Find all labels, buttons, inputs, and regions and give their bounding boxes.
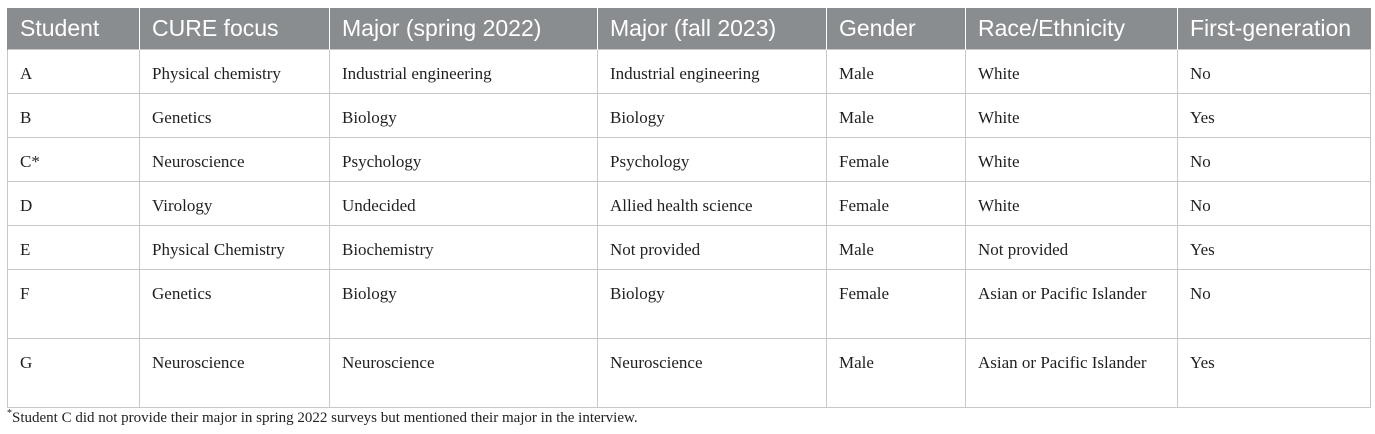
cell-first-generation: No: [1177, 137, 1371, 182]
cell-major-fall-2023: Neuroscience: [597, 338, 827, 408]
table-row: C* Neuroscience Psychology Psychology Fe…: [7, 137, 1371, 182]
cell-major-spring-2022: Biochemistry: [329, 225, 598, 270]
cell-race-ethnicity: White: [965, 137, 1178, 182]
cell-first-generation: No: [1177, 269, 1371, 339]
table-header-row: Student CURE focus Major (spring 2022) M…: [7, 8, 1371, 50]
header-major-fall-2023: Major (fall 2023): [597, 8, 827, 50]
cell-gender: Male: [826, 93, 966, 138]
header-student: Student: [7, 8, 140, 50]
table-footnote: *Student C did not provide their major i…: [7, 408, 638, 427]
cell-first-generation: Yes: [1177, 338, 1371, 408]
cell-race-ethnicity: Asian or Pacific Islander: [965, 338, 1178, 408]
cell-student: A: [7, 49, 140, 94]
cell-major-fall-2023: Not provided: [597, 225, 827, 270]
table-row: D Virology Undecided Allied health scien…: [7, 181, 1371, 226]
header-race-ethnicity: Race/Ethnicity: [965, 8, 1178, 50]
table-row: F Genetics Biology Biology Female Asian …: [7, 269, 1371, 339]
cell-first-generation: No: [1177, 49, 1371, 94]
footnote-marker: *: [7, 408, 12, 419]
cell-student: G: [7, 338, 140, 408]
cell-student: E: [7, 225, 140, 270]
cell-major-fall-2023: Industrial engineering: [597, 49, 827, 94]
cell-cure-focus: Physical Chemistry: [139, 225, 330, 270]
cell-major-fall-2023: Biology: [597, 93, 827, 138]
cell-cure-focus: Neuroscience: [139, 137, 330, 182]
cell-major-fall-2023: Allied health science: [597, 181, 827, 226]
cell-race-ethnicity: Asian or Pacific Islander: [965, 269, 1178, 339]
cell-first-generation: Yes: [1177, 225, 1371, 270]
cell-race-ethnicity: Not provided: [965, 225, 1178, 270]
cell-race-ethnicity: White: [965, 49, 1178, 94]
cell-gender: Male: [826, 225, 966, 270]
cell-major-spring-2022: Undecided: [329, 181, 598, 226]
table-row: A Physical chemistry Industrial engineer…: [7, 49, 1371, 94]
cell-student: D: [7, 181, 140, 226]
table-row: B Genetics Biology Biology Male White Ye…: [7, 93, 1371, 138]
header-first-generation: First-generation: [1177, 8, 1371, 50]
cell-major-spring-2022: Biology: [329, 269, 598, 339]
student-table-container: Student CURE focus Major (spring 2022) M…: [7, 8, 1371, 408]
cell-major-spring-2022: Neuroscience: [329, 338, 598, 408]
student-table: Student CURE focus Major (spring 2022) M…: [7, 8, 1371, 408]
cell-gender: Female: [826, 181, 966, 226]
cell-gender: Female: [826, 269, 966, 339]
cell-first-generation: Yes: [1177, 93, 1371, 138]
cell-major-fall-2023: Psychology: [597, 137, 827, 182]
cell-gender: Male: [826, 338, 966, 408]
cell-gender: Female: [826, 137, 966, 182]
table-row: G Neuroscience Neuroscience Neuroscience…: [7, 338, 1371, 408]
cell-cure-focus: Physical chemistry: [139, 49, 330, 94]
cell-cure-focus: Genetics: [139, 269, 330, 339]
cell-race-ethnicity: White: [965, 93, 1178, 138]
header-major-spring-2022: Major (spring 2022): [329, 8, 598, 50]
cell-student: B: [7, 93, 140, 138]
cell-student: F: [7, 269, 140, 339]
cell-major-spring-2022: Industrial engineering: [329, 49, 598, 94]
header-cure-focus: CURE focus: [139, 8, 330, 50]
cell-race-ethnicity: White: [965, 181, 1178, 226]
cell-gender: Male: [826, 49, 966, 94]
cell-cure-focus: Virology: [139, 181, 330, 226]
cell-first-generation: No: [1177, 181, 1371, 226]
cell-cure-focus: Neuroscience: [139, 338, 330, 408]
cell-major-fall-2023: Biology: [597, 269, 827, 339]
header-gender: Gender: [826, 8, 966, 50]
cell-student: C*: [7, 137, 140, 182]
footnote-text: Student C did not provide their major in…: [12, 410, 638, 426]
cell-major-spring-2022: Biology: [329, 93, 598, 138]
cell-cure-focus: Genetics: [139, 93, 330, 138]
table-row: E Physical Chemistry Biochemistry Not pr…: [7, 225, 1371, 270]
cell-major-spring-2022: Psychology: [329, 137, 598, 182]
